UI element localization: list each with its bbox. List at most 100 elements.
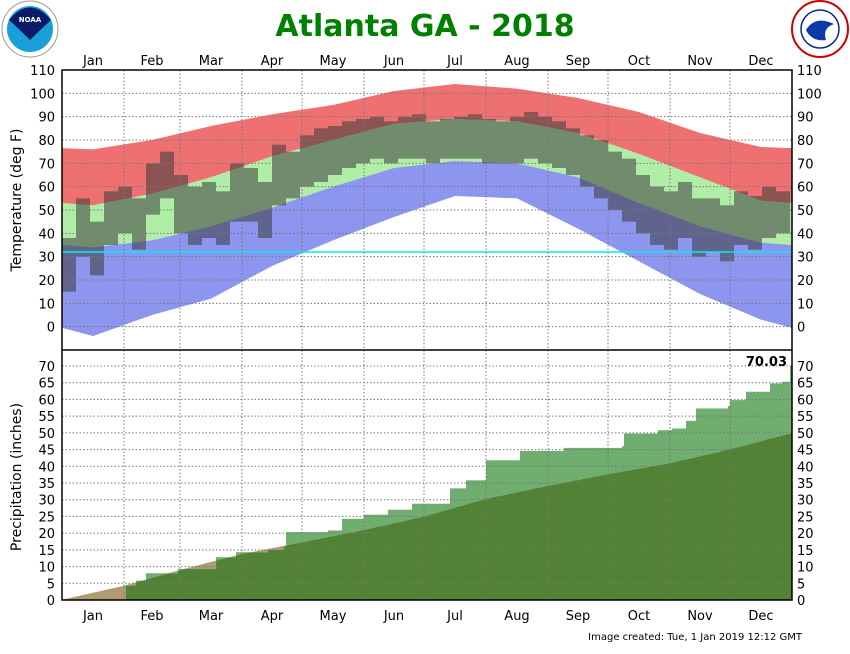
precip-normal-bar — [634, 469, 636, 600]
record-high-bar — [454, 84, 456, 119]
precip-normal-bar — [708, 454, 710, 600]
precip-observed-bar — [362, 519, 364, 530]
precip-deficit-bar — [186, 568, 188, 569]
precip-normal-bar — [556, 484, 558, 600]
record-low-bar — [298, 198, 300, 254]
precip-normal-bar — [706, 455, 708, 600]
precip-observed-bar — [648, 434, 650, 467]
record-high-bar — [694, 131, 696, 175]
precip-observed-bar — [660, 430, 662, 465]
precip-normal-bar — [454, 508, 456, 600]
record-high-bar — [286, 112, 288, 152]
precip-normal-bar — [696, 457, 698, 600]
precip-deficit-bar — [210, 562, 212, 569]
precip-tick-label-left: 35 — [38, 477, 55, 492]
precip-deficit-bar — [254, 551, 256, 552]
precip-observed-bar — [724, 408, 726, 450]
precip-normal-bar — [508, 494, 510, 600]
record-low-bar — [572, 176, 574, 226]
record-high-bar — [734, 141, 736, 191]
record-high-bar — [142, 141, 144, 195]
precip-observed-bar — [426, 504, 428, 516]
record-high-bar — [452, 84, 454, 119]
record-high-bar — [566, 96, 568, 131]
precip-normal-bar — [640, 468, 642, 600]
precip-normal-bar — [626, 471, 628, 600]
record-low-bar — [440, 163, 442, 201]
precip-observed-bar — [690, 421, 692, 458]
precip-normal-bar — [624, 471, 626, 600]
precip-observed-bar — [542, 451, 544, 487]
record-low-bar — [328, 188, 330, 242]
precip-normal-bar — [334, 536, 336, 600]
precip-observed-bar — [388, 510, 390, 525]
precip-normal-bar — [766, 440, 768, 600]
record-high-bar — [682, 127, 684, 171]
record-low-bar — [462, 161, 464, 196]
precip-normal-bar — [580, 479, 582, 600]
precip-normal-bar — [590, 477, 592, 600]
record-low-bar — [108, 245, 110, 330]
precip-observed-bar — [400, 510, 402, 522]
record-high-bar — [134, 143, 136, 197]
precip-normal-bar — [200, 569, 202, 600]
precip-normal-bar — [292, 544, 294, 600]
record-low-bar — [416, 165, 418, 209]
record-low-bar — [412, 166, 414, 211]
precip-observed-bar — [436, 504, 438, 513]
record-high-bar — [676, 125, 678, 168]
precip-normal-bar — [446, 510, 448, 600]
precip-normal-bar — [772, 438, 774, 600]
precip-deficit-bar — [144, 580, 146, 581]
record-low-bar — [344, 183, 346, 236]
record-low-bar — [516, 163, 518, 198]
precip-observed-bar — [340, 530, 342, 534]
precip-normal-bar — [378, 527, 380, 600]
record-high-bar — [736, 141, 738, 191]
record-high-bar — [206, 127, 208, 178]
precip-observed-bar — [410, 510, 412, 520]
record-low-bar — [184, 233, 186, 306]
precip-normal-bar — [510, 494, 512, 600]
record-low-bar — [452, 161, 454, 196]
precip-normal-bar — [164, 574, 166, 600]
precip-observed-bar — [518, 460, 520, 492]
record-low-bar — [468, 162, 470, 197]
precip-tick-label-right: 60 — [797, 393, 814, 408]
precip-normal-bar — [260, 552, 262, 600]
precip-observed-bar — [544, 451, 546, 487]
precip-observed-bar — [686, 421, 688, 459]
precip-normal-bar — [244, 553, 246, 600]
precip-tick-label-right: 0 — [797, 594, 805, 609]
precip-normal-bar — [190, 569, 192, 600]
precip-normal-bar — [182, 569, 184, 600]
record-high-bar — [200, 128, 202, 180]
precip-observed-bar — [642, 434, 644, 468]
precip-observed-bar — [418, 504, 420, 518]
observed-temp-bar — [608, 152, 622, 210]
precip-deficit-bar — [120, 586, 122, 600]
precip-normal-bar — [324, 538, 326, 600]
precip-normal-bar — [494, 497, 496, 600]
precip-normal-bar — [362, 530, 364, 600]
record-low-bar — [472, 162, 474, 197]
month-label-bottom: Jul — [446, 609, 463, 624]
temp-tick-label-left: 70 — [38, 157, 55, 172]
precip-normal-bar — [776, 437, 778, 600]
precip-normal-bar — [582, 479, 584, 600]
precip-normal-bar — [604, 475, 606, 600]
precip-normal-bar — [226, 558, 228, 600]
precip-normal-bar — [572, 481, 574, 600]
temp-tick-label-left: 60 — [38, 181, 55, 196]
record-high-bar — [214, 125, 216, 176]
record-low-bar — [570, 176, 572, 225]
precip-observed-bar — [290, 532, 292, 544]
precip-observed-bar — [742, 400, 744, 446]
record-high-bar — [572, 97, 574, 132]
record-low-bar — [386, 170, 388, 220]
record-high-bar — [260, 116, 262, 160]
record-high-bar — [648, 115, 650, 157]
precip-normal-bar — [222, 559, 224, 600]
precip-observed-bar — [292, 532, 294, 544]
precip-observed-bar — [560, 451, 562, 483]
